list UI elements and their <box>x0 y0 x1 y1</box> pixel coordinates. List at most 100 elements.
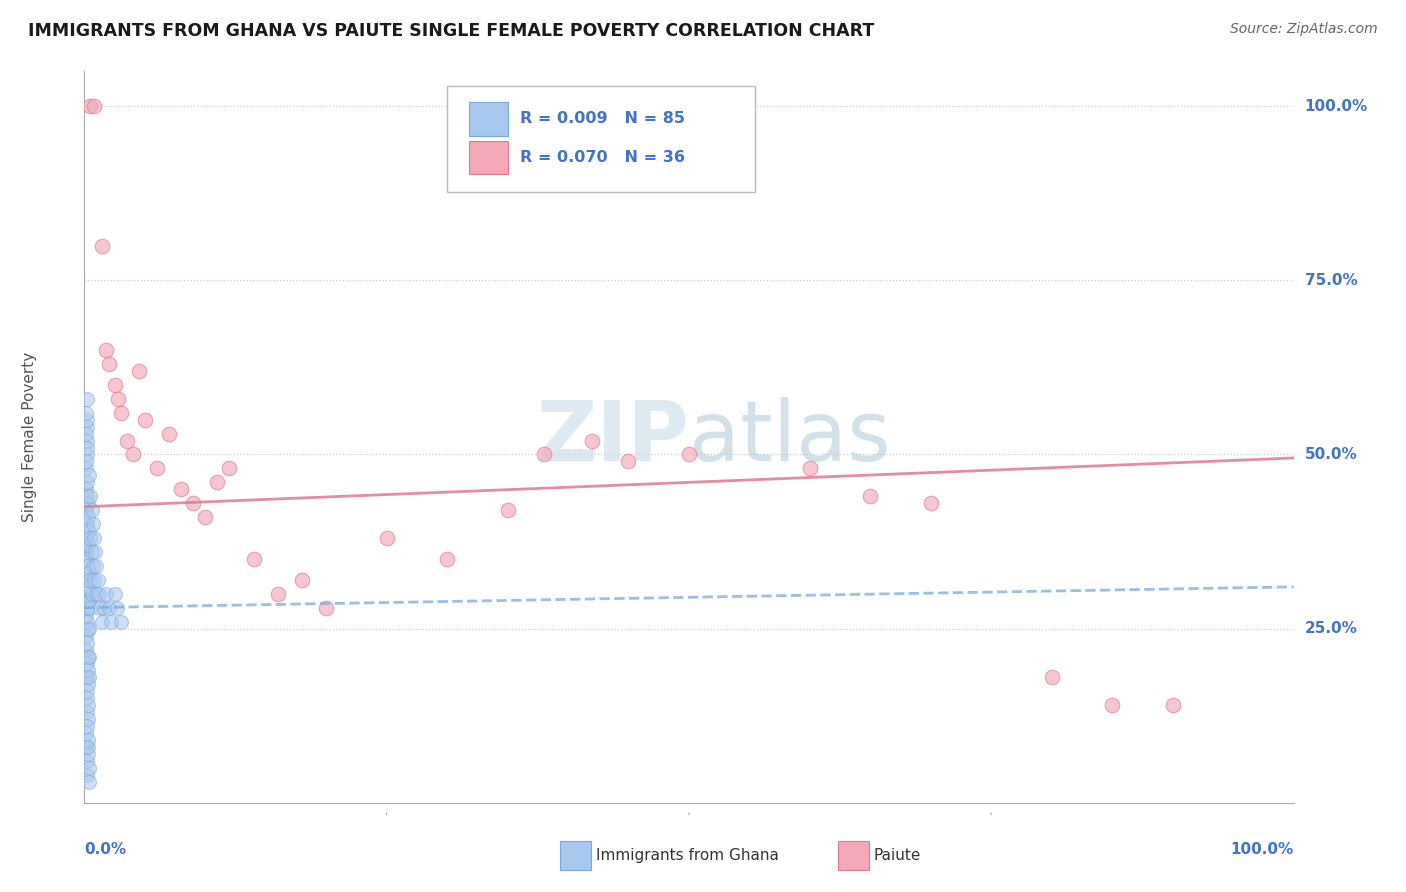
Point <box>91 615 114 629</box>
Point <box>678 448 700 462</box>
Point <box>86 573 108 587</box>
Point <box>75 642 97 657</box>
Point <box>581 434 603 448</box>
Text: 100.0%: 100.0% <box>1230 842 1294 856</box>
Point <box>91 238 114 252</box>
Point <box>89 600 111 615</box>
Point <box>75 483 97 497</box>
Point <box>76 441 98 455</box>
Point <box>76 419 98 434</box>
Point <box>76 600 98 615</box>
Point <box>1040 670 1063 684</box>
Point <box>80 545 103 559</box>
Point <box>87 587 110 601</box>
Point <box>77 594 100 608</box>
Point <box>242 552 264 566</box>
Point <box>77 594 100 608</box>
Point <box>79 531 101 545</box>
Point <box>82 558 104 573</box>
Point <box>77 670 100 684</box>
Point <box>115 434 138 448</box>
Point <box>128 364 150 378</box>
FancyBboxPatch shape <box>468 141 508 175</box>
Point <box>76 412 98 426</box>
Point <box>218 461 240 475</box>
Point <box>146 461 169 475</box>
Text: Paiute: Paiute <box>875 848 921 863</box>
Point <box>76 719 98 733</box>
Text: Immigrants from Ghana: Immigrants from Ghana <box>596 848 779 863</box>
FancyBboxPatch shape <box>468 102 508 136</box>
Text: 25.0%: 25.0% <box>1305 621 1358 636</box>
Point <box>75 461 97 475</box>
Point <box>76 448 98 462</box>
Point <box>76 580 98 594</box>
Text: atlas: atlas <box>689 397 890 477</box>
Point <box>84 545 107 559</box>
Point <box>533 448 555 462</box>
Point <box>75 406 97 420</box>
Point <box>77 510 100 524</box>
Point <box>79 573 101 587</box>
Point <box>77 538 100 552</box>
Point <box>107 392 129 406</box>
Text: ZIP: ZIP <box>537 397 689 477</box>
Point <box>77 558 100 573</box>
Point <box>76 489 98 503</box>
Point <box>77 733 100 747</box>
Point <box>75 454 97 468</box>
Point <box>77 677 100 691</box>
Point <box>77 740 100 755</box>
Point <box>77 496 100 510</box>
Point <box>77 524 100 538</box>
Point <box>76 657 98 671</box>
Point <box>75 726 97 740</box>
Point <box>79 489 101 503</box>
Point <box>110 615 132 629</box>
Point <box>75 629 97 643</box>
Point <box>75 587 97 601</box>
Point <box>77 698 100 713</box>
Point <box>76 434 98 448</box>
Point <box>75 545 97 559</box>
Text: 50.0%: 50.0% <box>1305 447 1357 462</box>
Point <box>436 552 458 566</box>
Point <box>77 649 100 664</box>
Point <box>170 483 193 497</box>
Point <box>97 357 120 371</box>
Point <box>76 754 98 768</box>
Point <box>86 587 108 601</box>
Text: 75.0%: 75.0% <box>1305 273 1357 288</box>
Point <box>859 489 882 503</box>
Point <box>77 468 100 483</box>
Point <box>134 412 156 426</box>
Point <box>79 99 101 113</box>
Point <box>75 531 97 545</box>
Point <box>194 510 217 524</box>
Point <box>110 406 132 420</box>
Text: R = 0.009   N = 85: R = 0.009 N = 85 <box>520 112 685 127</box>
Point <box>94 343 117 357</box>
Point <box>77 622 100 636</box>
Point <box>82 517 104 532</box>
Point <box>799 461 821 475</box>
Text: R = 0.070   N = 36: R = 0.070 N = 36 <box>520 150 685 165</box>
Point <box>77 761 100 775</box>
Point <box>83 531 105 545</box>
Point <box>315 600 337 615</box>
Point <box>76 517 98 532</box>
Point <box>77 649 100 664</box>
Point <box>76 635 98 649</box>
Point <box>76 684 98 698</box>
Point <box>75 607 97 622</box>
Point <box>80 503 103 517</box>
FancyBboxPatch shape <box>447 86 755 192</box>
Point <box>181 496 204 510</box>
Point <box>617 454 640 468</box>
Point <box>77 664 100 678</box>
Text: Single Female Poverty: Single Female Poverty <box>22 352 38 522</box>
Point <box>375 531 398 545</box>
Point <box>121 448 143 462</box>
Point <box>76 615 98 629</box>
Point <box>76 705 98 719</box>
